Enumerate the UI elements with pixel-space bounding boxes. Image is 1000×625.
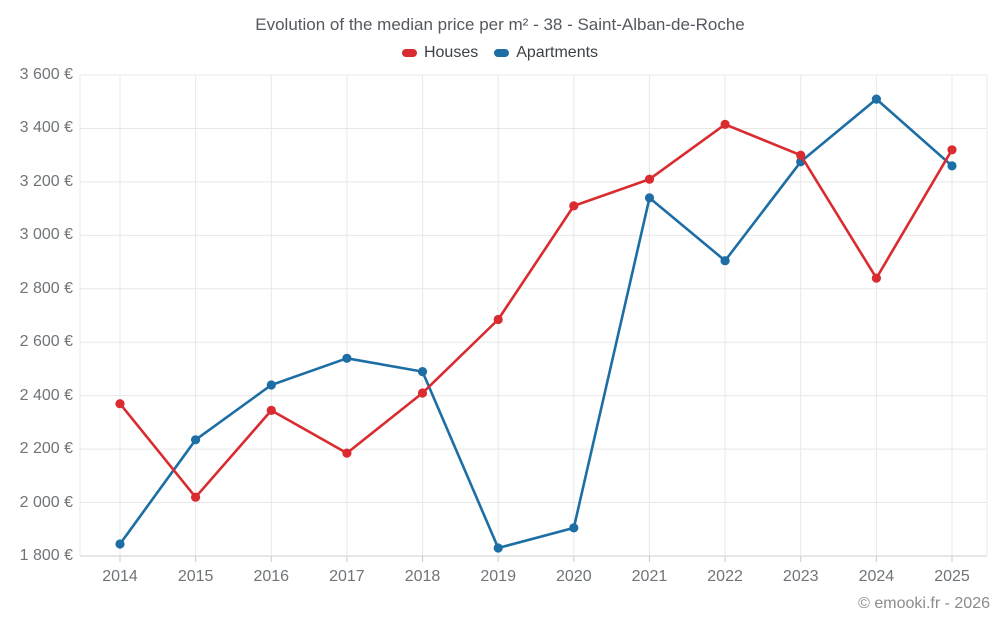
x-axis-label: 2021 bbox=[631, 568, 668, 585]
x-axis-label: 2022 bbox=[707, 568, 743, 585]
y-axis-label: 2 400 € bbox=[19, 386, 73, 404]
point-apartments-2025[interactable] bbox=[947, 161, 957, 171]
chart-title: Evolution of the median price per m² - 3… bbox=[255, 15, 745, 34]
houses-legend-swatch-icon bbox=[401, 49, 417, 57]
apartments-line bbox=[118, 97, 954, 550]
y-axis-label: 2 200 € bbox=[19, 440, 73, 458]
point-houses-2019[interactable] bbox=[493, 314, 503, 325]
x-axis-label: 2017 bbox=[329, 568, 365, 585]
point-apartments-2019[interactable] bbox=[493, 543, 503, 553]
apartments-legend-swatch-icon bbox=[494, 49, 510, 57]
point-apartments-2014[interactable] bbox=[115, 539, 125, 549]
point-apartments-2016[interactable] bbox=[266, 380, 276, 390]
x-axis-label: 2016 bbox=[253, 568, 290, 585]
point-houses-2014[interactable] bbox=[115, 399, 125, 409]
x-axis-label: 2018 bbox=[404, 568, 441, 585]
apartments-legend-label: Apartments bbox=[516, 44, 599, 61]
y-axis-label: 1 800 € bbox=[19, 547, 73, 564]
y-axis-label: 2 800 € bbox=[19, 279, 73, 297]
x-axis-label: 2025 bbox=[934, 568, 970, 585]
point-houses-2018[interactable] bbox=[417, 388, 428, 398]
x-axis-label: 2020 bbox=[556, 568, 592, 585]
legend-item-houses[interactable]: Houses bbox=[401, 44, 479, 62]
y-axis-label: 3 200 € bbox=[19, 172, 73, 190]
point-apartments-2018[interactable] bbox=[417, 367, 428, 377]
point-houses-2025[interactable] bbox=[947, 145, 957, 155]
point-apartments-2020[interactable] bbox=[569, 523, 579, 533]
legend-item-apartments[interactable]: Apartments bbox=[494, 44, 598, 62]
point-houses-2020[interactable] bbox=[569, 201, 579, 211]
point-apartments-2021[interactable] bbox=[644, 193, 655, 203]
point-houses-2015[interactable] bbox=[191, 492, 201, 502]
x-axis-label: 2015 bbox=[177, 568, 214, 585]
point-houses-2021[interactable] bbox=[644, 174, 655, 184]
x-axis-label: 2019 bbox=[480, 568, 516, 585]
point-apartments-2015[interactable] bbox=[191, 435, 201, 445]
y-axis-label: 3 000 € bbox=[19, 226, 73, 244]
y-axis-label: 2 000 € bbox=[19, 493, 73, 511]
x-axis-label: 2023 bbox=[782, 568, 819, 585]
point-houses-2024[interactable] bbox=[871, 273, 882, 283]
point-houses-2016[interactable] bbox=[266, 405, 276, 415]
point-apartments-2017[interactable] bbox=[342, 353, 352, 363]
point-apartments-2024[interactable] bbox=[871, 94, 882, 104]
x-axis-label: 2024 bbox=[858, 568, 895, 585]
point-houses-2017[interactable] bbox=[342, 448, 352, 458]
x-axis-label: 2014 bbox=[102, 568, 138, 585]
houses-legend-label: Houses bbox=[423, 44, 479, 61]
point-houses-2022[interactable] bbox=[720, 119, 730, 129]
credits-link[interactable]: © emooki.fr - 2026 bbox=[858, 595, 990, 612]
legend: Houses Apartments bbox=[0, 44, 1000, 62]
houses-line bbox=[118, 123, 954, 499]
y-axis-label: 3 600 € bbox=[19, 66, 73, 83]
point-apartments-2022[interactable] bbox=[720, 256, 730, 266]
point-houses-2023[interactable] bbox=[796, 150, 806, 160]
y-axis-label: 2 600 € bbox=[19, 333, 73, 351]
y-axis-label: 3 400 € bbox=[19, 119, 73, 137]
